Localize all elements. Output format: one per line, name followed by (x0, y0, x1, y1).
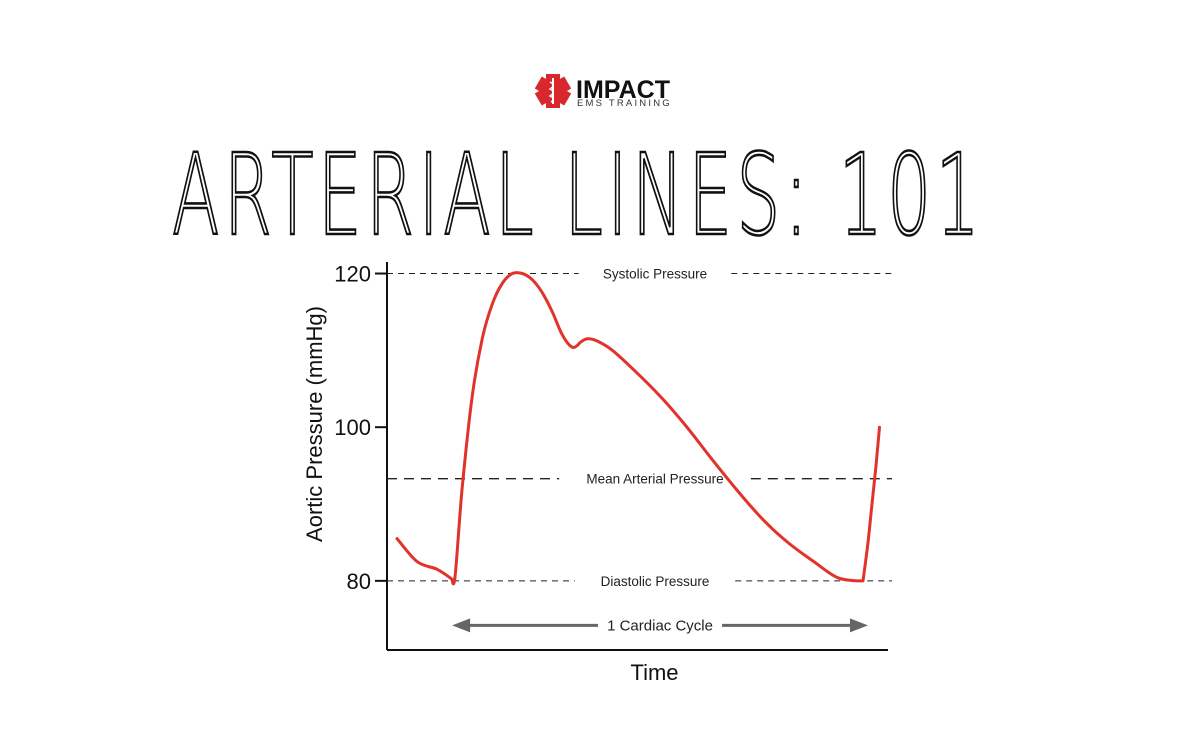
chart-axes: 80 100 120 Time Aortic Pressure (mmHg) (302, 262, 888, 685)
page-title: ARTERIAL LINES: 101 (172, 131, 984, 261)
y-axis-label: Aortic Pressure (mmHg) (302, 306, 327, 542)
reference-lines: Systolic Pressure Mean Arterial Pressure D… (387, 267, 892, 589)
y-tick-label-80: 80 (347, 569, 371, 594)
x-axis-label: Time (630, 660, 678, 685)
cardiac-cycle-label: 1 Cardiac Cycle (607, 617, 713, 634)
arrowhead-right-icon (849, 618, 868, 633)
brand-tagline: EMS TRAINING (577, 98, 672, 109)
y-tick-label-100: 100 (334, 415, 371, 440)
brand-name: IMPACT (576, 76, 670, 104)
brand-logo: IMPACT EMS TRAINING (534, 74, 672, 109)
reference-label-1: Mean Arterial Pressure (586, 472, 723, 487)
y-tick-label-120: 120 (334, 262, 371, 287)
chart-series (395, 271, 881, 586)
aortic-pressure-chart: 80 100 120 Time Aortic Pressure (mmHg) Systo… (302, 262, 892, 685)
arrowhead-left-icon (452, 618, 471, 633)
reference-label-0: Systolic Pressure (603, 267, 707, 282)
reference-label-2: Diastolic Pressure (601, 574, 710, 589)
chart-annotations: 1 Cardiac Cycle (452, 617, 868, 634)
pressure-waveform-line (395, 271, 881, 586)
star-of-life-icon (534, 74, 572, 108)
